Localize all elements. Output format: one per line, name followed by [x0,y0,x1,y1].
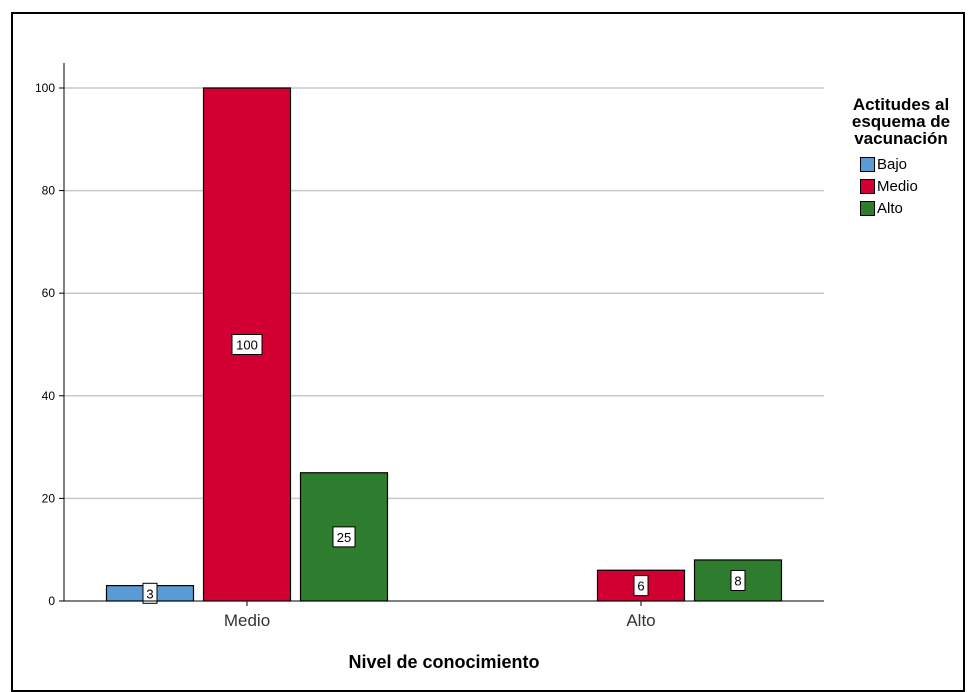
legend-title: Actitudes al esquema de vacunación [836,96,966,147]
legend-title-line: Actitudes al [852,95,950,114]
legend-title-line: vacunación [854,129,948,148]
data-label-text: 8 [734,573,741,588]
data-label-text: 100 [236,338,258,353]
data-label-alto-alto: 8 [730,569,746,591]
legend-item-medio: Medio [860,175,966,197]
data-label-medio-bajo: 3 [142,582,158,604]
chart-frame [11,12,965,692]
legend-swatch [860,200,875,216]
y-tick-label-80: 80 [42,184,56,198]
data-label-alto-medio: 6 [633,575,649,597]
legend-item-bajo: Bajo [860,153,966,175]
legend-swatch [860,178,875,194]
data-label-box [231,334,263,355]
data-label-box [142,582,158,604]
y-tick-label-60: 60 [42,286,56,300]
bars [105,87,783,602]
x-axis-title: Nivel de conocimiento [348,652,539,672]
y-tick-label-20: 20 [42,491,56,505]
legend-title-line: esquema de [851,112,951,131]
data-label-medio-alto: 25 [332,526,356,548]
legend-swatch [860,156,875,172]
y-tick-label-100: 100 [35,81,55,95]
legend-label: Medio [877,177,918,195]
x-tick-label-alto: Alto [626,611,655,630]
x-axis: Medio Alto [64,600,824,630]
data-label-text: 25 [337,530,351,545]
y-tick-label-0: 0 [48,594,55,608]
data-labels: 3 100 25 6 8 [142,334,746,604]
legend-label: Bajo [877,155,908,173]
data-label-box [332,526,356,548]
data-label-text: 6 [637,579,644,594]
data-label-box [730,569,746,591]
legend-label: Alto [877,199,903,217]
gridlines [64,87,824,500]
data-label-text: 3 [146,586,153,601]
x-tick-label-medio: Medio [224,611,270,630]
legend-item-alto: Alto [860,197,966,219]
y-tick-label-40: 40 [42,389,56,403]
data-label-medio-medio: 100 [231,334,263,355]
legend: Actitudes al esquema de vacunación Bajo Med… [836,96,966,219]
data-label-box [633,575,649,597]
y-axis: 0 20 40 60 80 100 [35,63,65,608]
